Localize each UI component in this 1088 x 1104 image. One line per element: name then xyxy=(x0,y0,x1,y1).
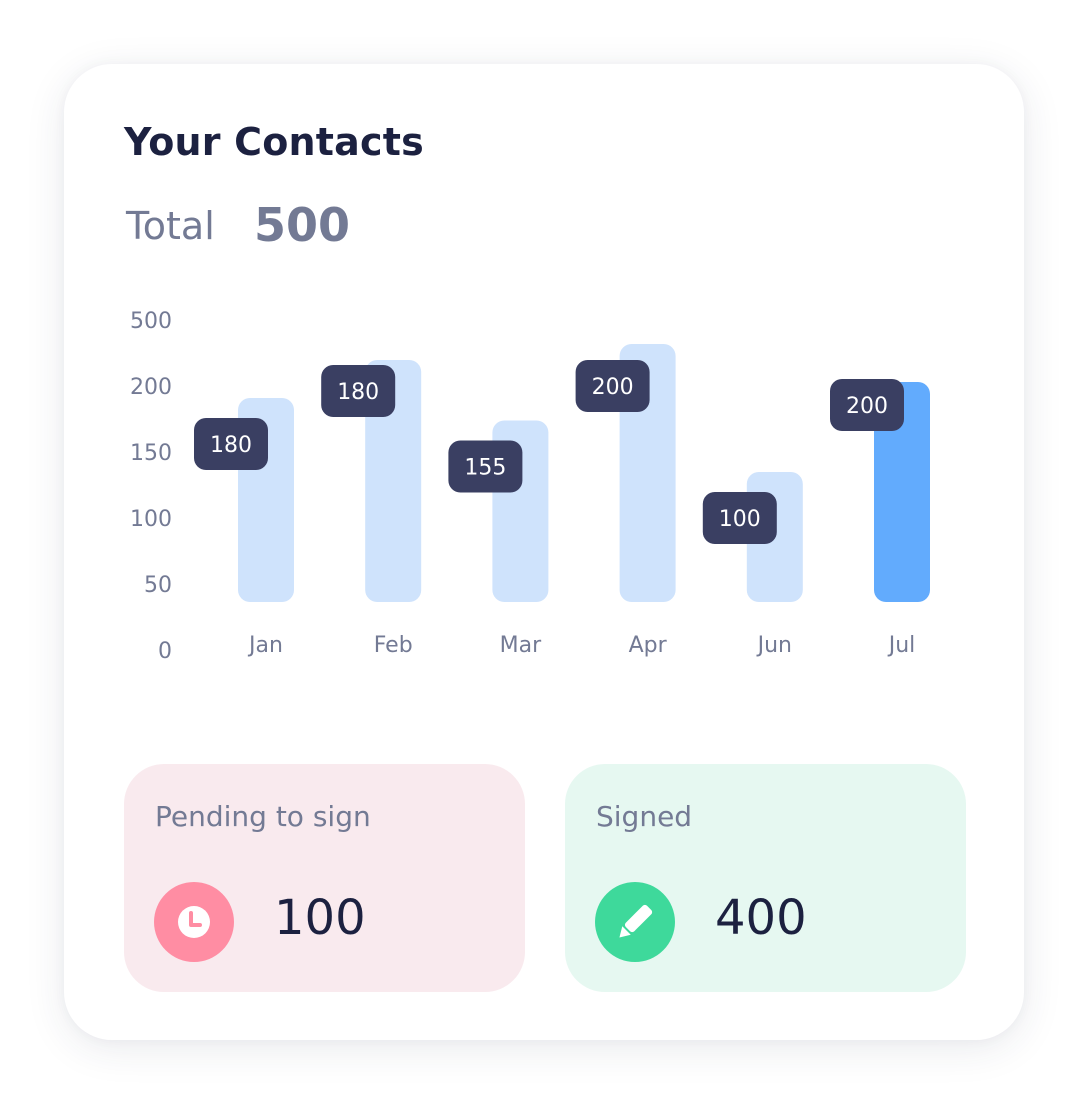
y-tick-label: 50 xyxy=(144,573,172,598)
pending-value: 100 xyxy=(274,890,366,946)
data-label: 180 xyxy=(210,433,252,458)
x-tick-label: Feb xyxy=(374,633,413,658)
contacts-card: Your Contacts Total 500 500 200 150 100 50 0 J… xyxy=(64,64,1024,1040)
total-label: Total xyxy=(126,204,215,248)
data-label-bg xyxy=(321,365,396,417)
y-tick-label: 500 xyxy=(130,309,172,334)
pending-to-sign-card[interactable]: Pending to sign 100 xyxy=(124,764,525,992)
signed-value: 400 xyxy=(715,890,807,946)
bar-jul xyxy=(874,382,930,602)
signed-card[interactable]: Signed 400 xyxy=(565,764,966,992)
y-tick-label: 200 xyxy=(130,375,172,400)
data-label-bg xyxy=(194,418,268,470)
y-tick-label: 100 xyxy=(130,507,172,532)
x-tick-label: Apr xyxy=(629,633,668,658)
x-tick-label: Mar xyxy=(500,633,542,658)
card-title: Your Contacts xyxy=(124,120,424,164)
clock-icon xyxy=(154,882,234,962)
x-tick-label: Jun xyxy=(756,633,792,658)
total-value: 500 xyxy=(254,198,351,252)
data-label: 200 xyxy=(592,375,634,400)
data-label-bg xyxy=(448,440,523,493)
pending-label: Pending to sign xyxy=(155,800,371,833)
bar-feb xyxy=(365,360,422,602)
data-label: 200 xyxy=(846,394,888,419)
data-label-bg xyxy=(830,379,904,431)
data-label: 180 xyxy=(337,380,379,405)
signed-label: Signed xyxy=(596,800,693,833)
y-tick-label: 0 xyxy=(158,639,172,664)
data-label: 155 xyxy=(464,456,506,481)
x-tick-label: Jul xyxy=(887,633,916,658)
y-tick-label: 150 xyxy=(130,441,172,466)
data-label: 100 xyxy=(719,507,761,532)
pen-icon xyxy=(595,882,675,962)
x-tick-label: Jan xyxy=(247,633,283,658)
data-label-bg xyxy=(702,492,777,544)
data-label-bg xyxy=(575,360,650,412)
